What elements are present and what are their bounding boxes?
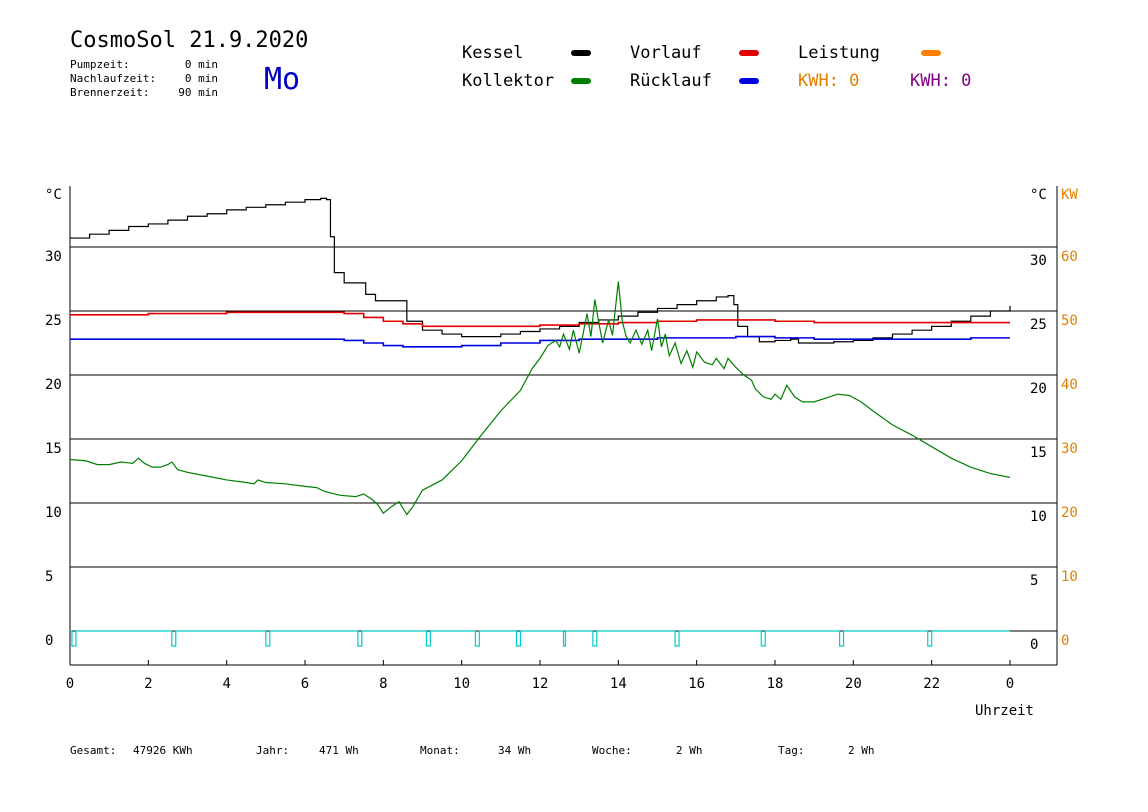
y-tick-label-right: 15 <box>1030 445 1047 461</box>
x-tick-label: 0 <box>1006 676 1014 692</box>
y-tick-label-right: 0 <box>1030 637 1038 653</box>
legend-vorlauf-label: Vorlauf <box>630 43 702 63</box>
y2-axis-unit: KW <box>1061 187 1078 203</box>
y-tick-label-left: 10 <box>45 505 62 521</box>
legend-kessel-label: Kessel <box>462 43 524 63</box>
legend-ruecklauf-label: Rücklauf <box>630 71 712 91</box>
legend-kwh-1: KWH: 0 <box>798 71 860 91</box>
footer-jahr-label: Jahr: <box>256 744 290 757</box>
x-tick-label: 22 <box>923 676 940 692</box>
x-tick-label: 14 <box>610 676 627 692</box>
legend-ruecklauf-swatch <box>739 78 759 84</box>
legend-leistung-swatch <box>921 50 941 56</box>
x-tick-label: 16 <box>688 676 705 692</box>
legend-kollektor-swatch <box>571 78 591 84</box>
info-label-brennerzeit: Brennerzeit: <box>70 86 150 99</box>
pump-status-series <box>70 630 1010 647</box>
chart-title: CosmoSol 21.9.2020 <box>70 28 309 53</box>
y-tick-label-left: 15 <box>45 441 62 457</box>
info-value-nachlaufzeit: 0 min <box>184 72 218 85</box>
y-tick-label-right: 10 <box>1030 509 1047 525</box>
x-tick-label: 20 <box>845 676 862 692</box>
y2-tick-label: 60 <box>1061 249 1078 265</box>
footer-monat-label: Monat: <box>420 744 460 757</box>
footer-monat-value: 34 Wh <box>498 744 532 757</box>
y-tick-label-left: 25 <box>45 313 62 329</box>
footer-woche-label: Woche: <box>592 744 632 757</box>
x-axis-label: Uhrzeit <box>975 703 1034 719</box>
footer-tag-value: 2 Wh <box>848 744 875 757</box>
series-line-vorlauf <box>70 311 1010 328</box>
footer-tag-label: Tag: <box>778 744 805 757</box>
y-tick-label-left: 30 <box>45 249 62 265</box>
x-tick-label: 12 <box>532 676 549 692</box>
y-axis-unit-right: °C <box>1030 187 1047 203</box>
y-tick-label-right: 5 <box>1030 573 1038 589</box>
footer-jahr-value: 471 Wh <box>319 744 359 757</box>
footer-gesamt-value: 47926 KWh <box>133 744 193 757</box>
legend-kwh-2: KWH: 0 <box>910 71 972 91</box>
x-tick-label: 18 <box>767 676 784 692</box>
y2-tick-label: 0 <box>1061 633 1069 649</box>
series-line-kessel <box>70 197 1011 344</box>
x-tick-label: 10 <box>453 676 470 692</box>
x-tick-label: 2 <box>144 676 152 692</box>
y-tick-label-right: 30 <box>1030 253 1047 269</box>
footer-gesamt-label: Gesamt: <box>70 744 117 757</box>
y-tick-label-left: 5 <box>45 569 53 585</box>
y-tick-label-left: 0 <box>45 633 53 649</box>
info-value-pumpzeit: 0 min <box>184 58 218 71</box>
x-tick-label: 0 <box>66 676 74 692</box>
weekday-label: Mo <box>264 62 301 97</box>
info-value-brennerzeit: 90 min <box>178 86 218 99</box>
info-label-pumpzeit: Pumpzeit: <box>70 58 130 71</box>
y2-tick-label: 50 <box>1061 313 1078 329</box>
series-line-ruecklauf <box>70 335 1010 348</box>
footer-woche-value: 2 Wh <box>676 744 703 757</box>
info-label-nachlaufzeit: Nachlaufzeit: <box>70 72 157 85</box>
y2-tick-label: 10 <box>1061 569 1078 585</box>
legend-vorlauf-swatch <box>739 50 759 56</box>
y-axis-unit-left: °C <box>45 187 62 203</box>
x-tick-label: 4 <box>222 676 230 692</box>
y2-tick-label: 20 <box>1061 505 1078 521</box>
legend-kessel-swatch <box>571 50 591 56</box>
y-tick-label-right: 25 <box>1030 317 1047 333</box>
y2-tick-label: 40 <box>1061 377 1078 393</box>
x-tick-label: 6 <box>301 676 309 692</box>
y-tick-label-right: 20 <box>1030 381 1047 397</box>
series-line-kollektor <box>69 281 1011 516</box>
y2-tick-label: 30 <box>1061 441 1078 457</box>
y-tick-label-left: 20 <box>45 377 62 393</box>
legend-leistung-label: Leistung <box>798 43 880 63</box>
x-tick-label: 8 <box>379 676 387 692</box>
legend-kollektor-label: Kollektor <box>462 71 555 91</box>
